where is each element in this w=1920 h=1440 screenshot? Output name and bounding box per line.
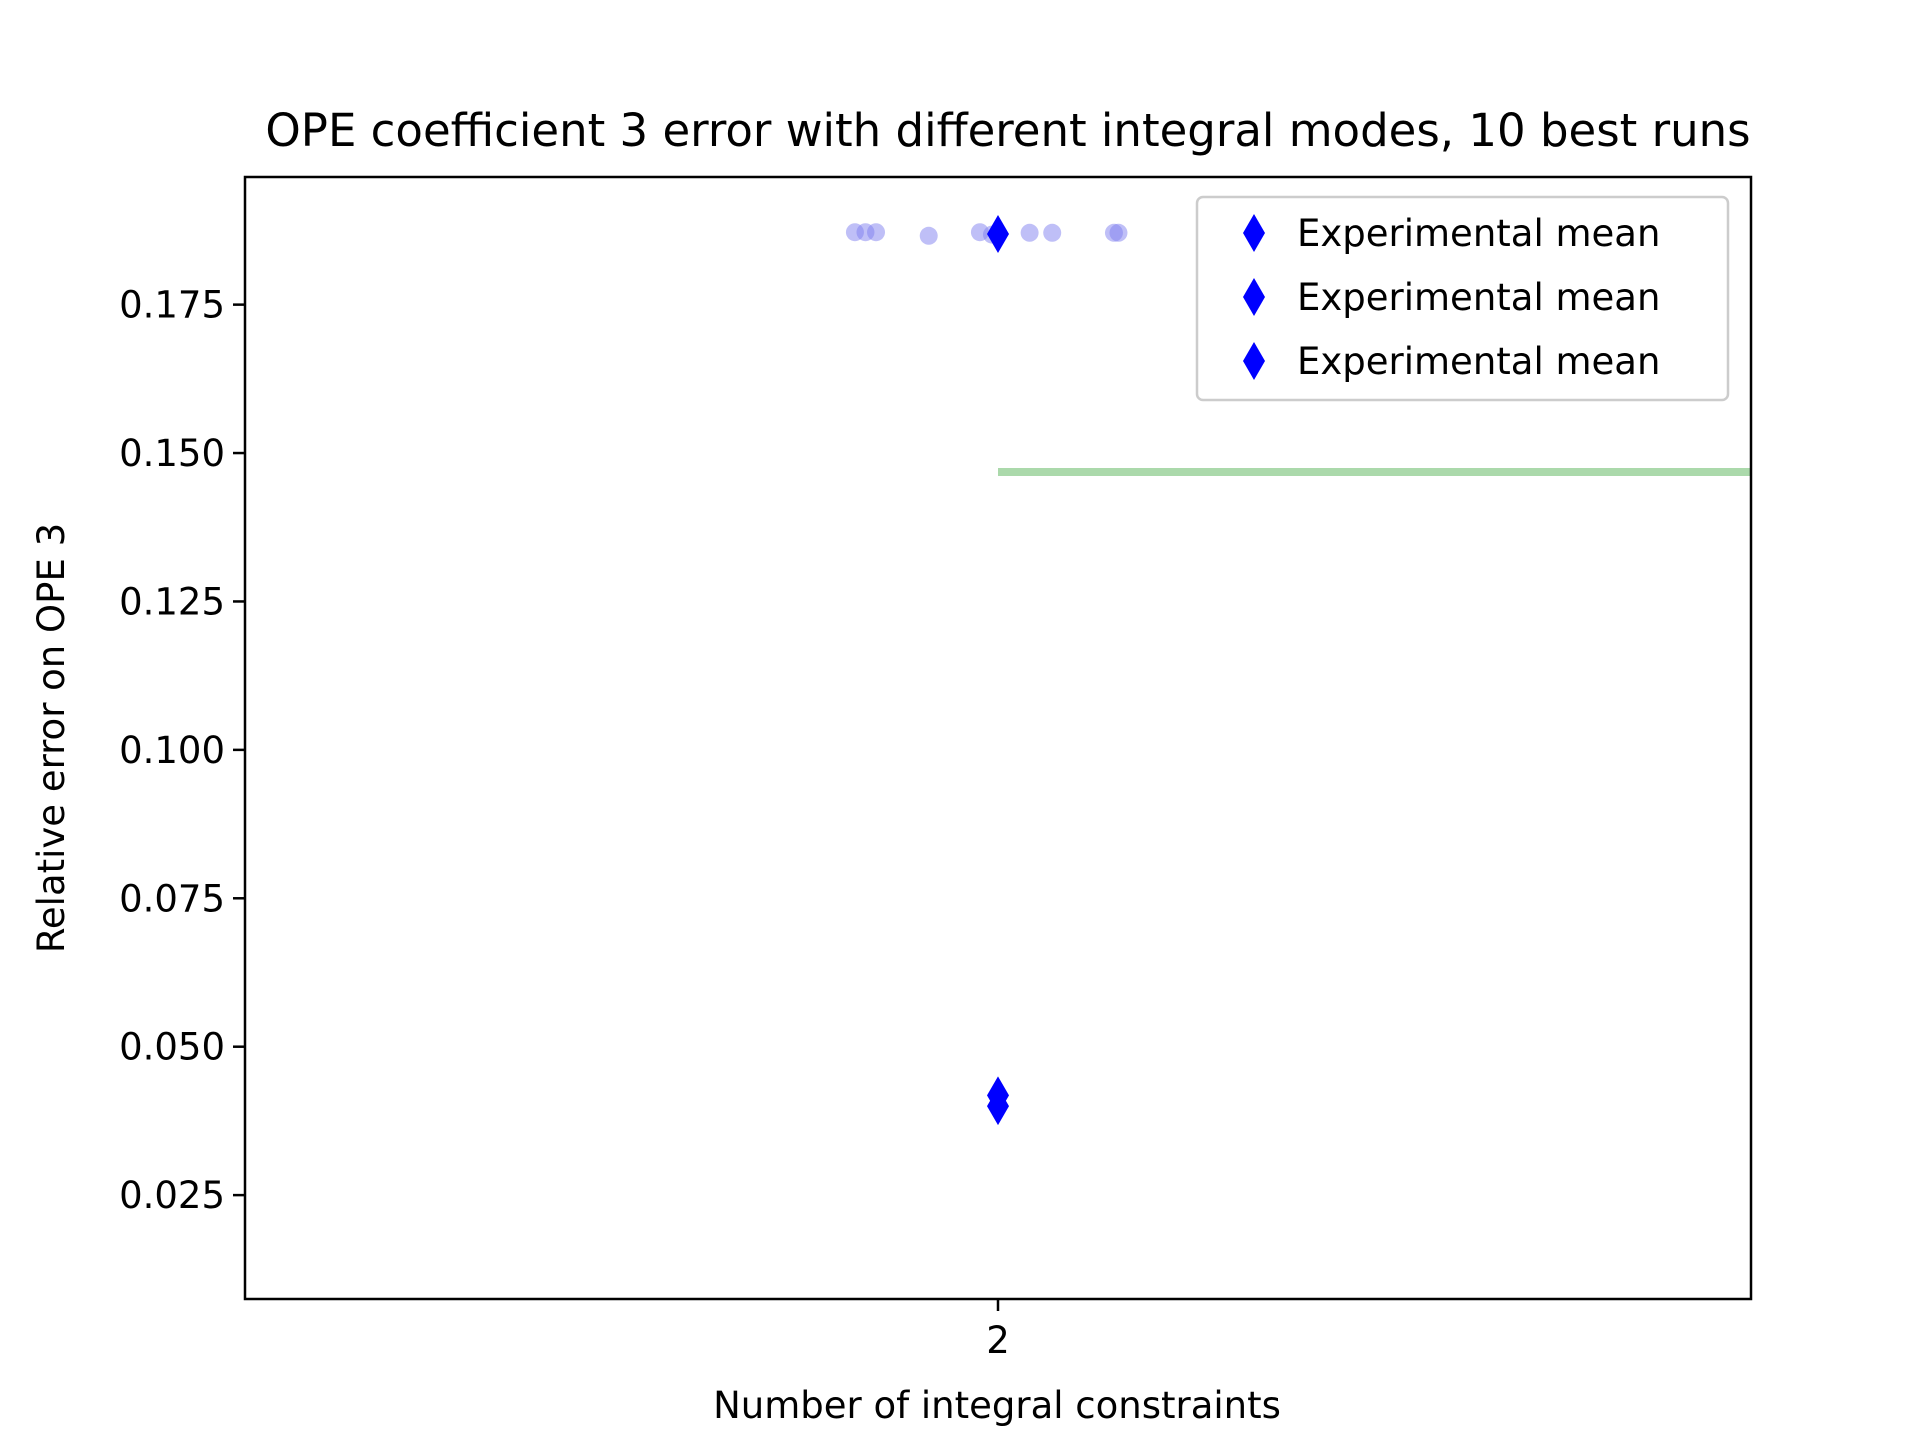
y-tick-label: 0.150: [119, 432, 225, 475]
legend-marker: [1243, 214, 1265, 252]
legend-label: Experimental mean: [1297, 340, 1660, 383]
y-tick-label: 0.050: [119, 1026, 225, 1069]
legend: Experimental mean Experimental mean Experi…: [1195, 195, 1730, 402]
experimental-mean-marker: [987, 214, 1009, 253]
legend-box: [1195, 195, 1730, 402]
plot-points: [845, 214, 1751, 1126]
x-axis-ticks: 2: [986, 1299, 1010, 1362]
legend-marker: [1243, 278, 1265, 316]
run-point: [1109, 223, 1128, 242]
run-point: [867, 223, 886, 242]
y-axis-label: Relative error on OPE 3: [30, 523, 73, 953]
y-tick-label: 0.025: [119, 1174, 225, 1217]
y-tick-label: 0.175: [119, 284, 225, 327]
x-axis-label: Number of integral constraints: [713, 1384, 1281, 1427]
legend-label: Experimental mean: [1297, 276, 1660, 319]
legend-label: Experimental mean: [1297, 212, 1660, 255]
y-tick-label: 0.100: [119, 729, 225, 772]
y-tick-label: 0.075: [119, 877, 225, 920]
chart-title: OPE coefficient 3 error with different i…: [265, 104, 1750, 157]
y-tick-label: 0.125: [119, 580, 225, 623]
legend-marker: [1243, 342, 1265, 380]
run-point: [1043, 223, 1062, 242]
run-point: [919, 226, 938, 245]
x-tick-label: 2: [986, 1319, 1010, 1362]
y-axis-ticks: 0.025 0.050 0.075 0.100 0.125 0.150 0.175: [119, 284, 245, 1217]
experimental-mean-marker: [987, 1087, 1009, 1126]
run-point: [1020, 223, 1039, 242]
